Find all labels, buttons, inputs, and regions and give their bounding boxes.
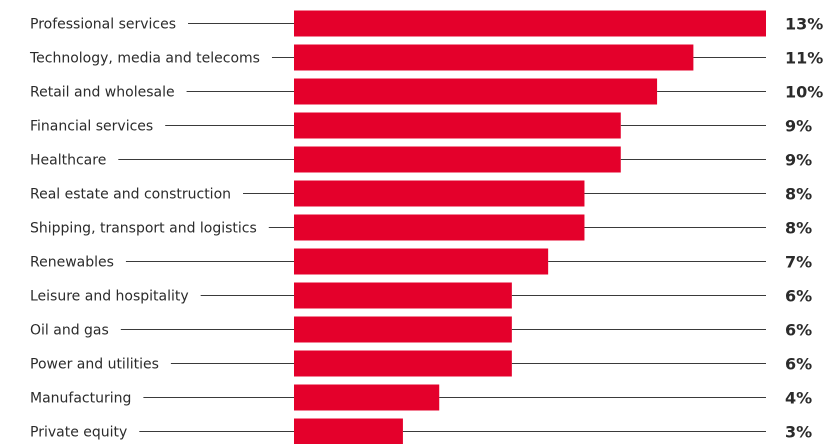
bar [294,418,403,444]
category-label: Private equity [30,425,127,441]
bars [294,10,766,444]
value-label: 6% [785,321,812,340]
bar [294,112,621,139]
value-label: 11% [785,49,823,68]
bar [294,316,512,343]
bar [294,248,549,275]
value-label: 4% [785,389,812,408]
value-label: 7% [785,253,812,272]
bar [294,384,440,411]
bar [294,214,585,241]
value-label: 6% [785,355,812,374]
bar [294,78,658,105]
value-labels: 13% 11% 10% 9% 9% 8% 8% 7% 6% 6% 6% 4% 3% [785,15,823,442]
value-label: 10% [785,83,823,102]
category-label: Power and utilities [30,357,159,373]
category-label: Healthcare [30,153,106,169]
value-label: 8% [785,219,812,238]
bar [294,44,694,71]
category-label: Retail and wholesale [30,85,175,101]
category-label: Manufacturing [30,391,131,407]
category-label: Shipping, transport and logistics [30,221,257,237]
value-label: 9% [785,117,812,136]
bar [294,180,585,207]
value-label: 13% [785,15,823,34]
category-label: Professional services [30,17,176,33]
value-label: 6% [785,287,812,306]
bar [294,350,512,377]
category-label: Oil and gas [30,323,109,339]
bar [294,10,766,37]
category-label: Renewables [30,255,114,271]
bar [294,146,621,173]
value-label: 3% [785,423,812,442]
category-label: Technology, media and telecoms [29,51,260,67]
value-label: 9% [785,151,812,170]
category-label: Leisure and hospitality [30,289,189,305]
leader-lines [118,23,766,432]
category-labels: Professional services Technology, media a… [29,17,260,441]
category-label: Financial services [30,119,153,135]
bar [294,282,512,309]
category-label: Real estate and construction [30,187,231,203]
value-label: 8% [785,185,812,204]
